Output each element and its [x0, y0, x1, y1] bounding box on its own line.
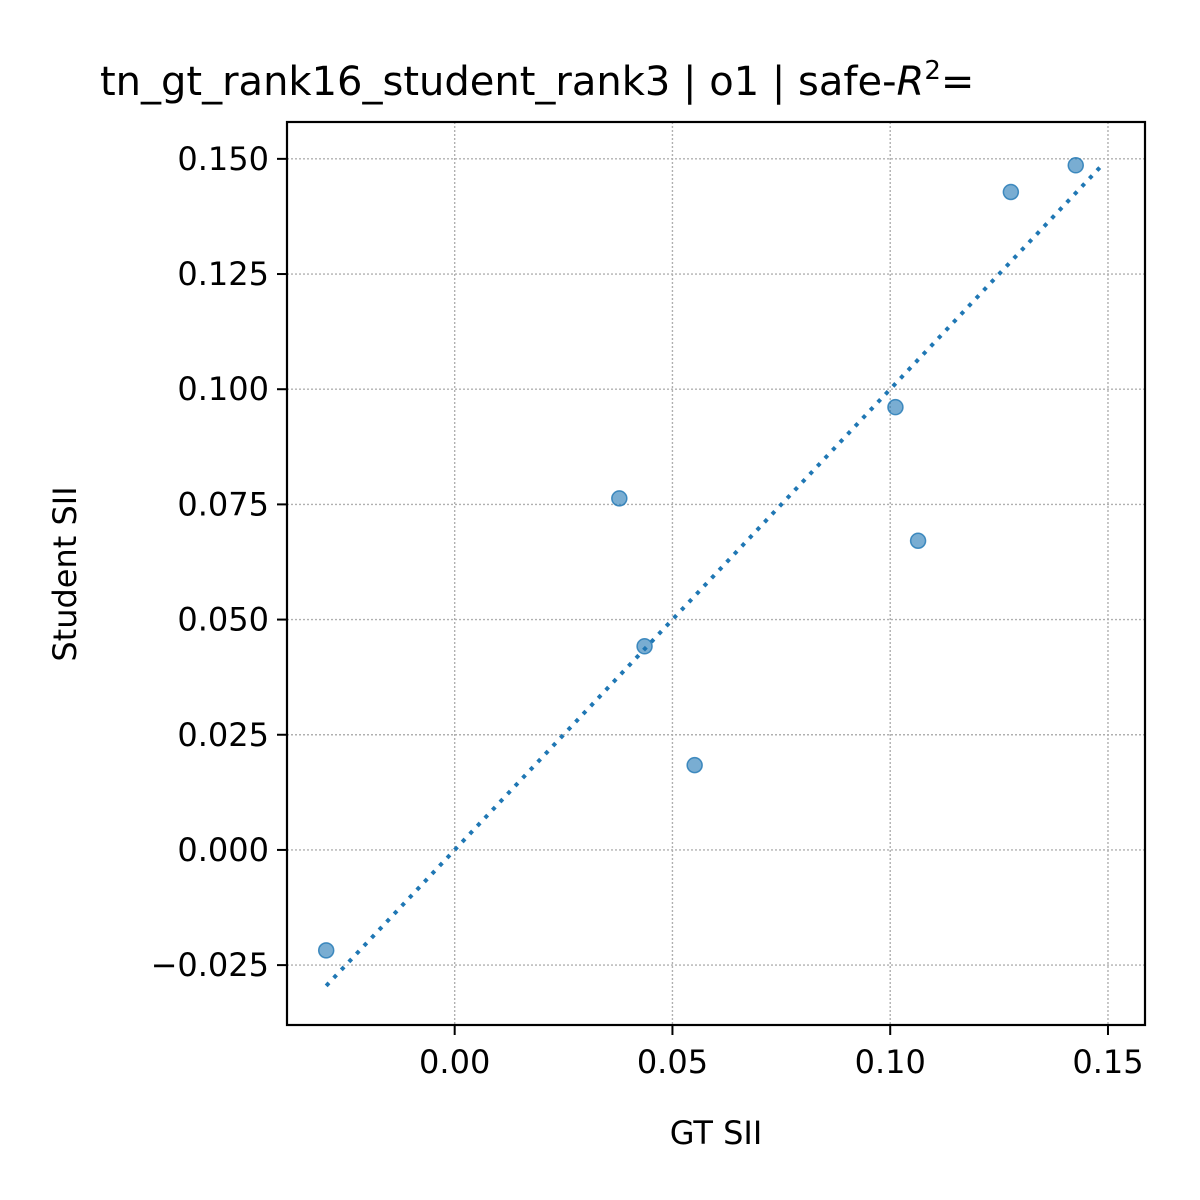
y-tick-label: 0.075	[177, 485, 269, 523]
data-point	[1002, 183, 1020, 201]
data-point	[909, 532, 927, 550]
y-tick-label: 0.025	[177, 716, 269, 754]
x-tick-label: 0.10	[855, 1043, 926, 1081]
reference-line-layer	[324, 163, 1104, 988]
reference-line	[324, 163, 1104, 988]
y-tick-label: 0.050	[177, 601, 269, 639]
data-point	[1067, 157, 1085, 174]
x-axis-label: GT SII	[670, 1114, 763, 1152]
plot-frame	[285, 120, 1147, 1027]
data-point	[887, 398, 904, 416]
points-layer	[317, 157, 1085, 959]
data-point	[686, 756, 703, 774]
y-tick-label: 0.150	[177, 140, 269, 178]
data-point	[317, 942, 335, 959]
grid	[287, 122, 1145, 1025]
y-tick-label: 0.100	[177, 370, 269, 408]
data-point	[611, 490, 628, 507]
y-tick-label: 0.125	[177, 255, 269, 293]
x-tick-label: 0.15	[1072, 1043, 1143, 1081]
x-tick-label: 0.00	[419, 1043, 490, 1081]
chart-title: tn_gt_rank16_student_rank3 | o1 | safe-R…	[100, 56, 974, 105]
x-tick-label: 0.05	[637, 1043, 708, 1081]
y-axis-label: Student SII	[46, 486, 84, 661]
ticks: 0.00 0.05 0.10 0.15 −0.025 0.000 0.025 0.050 0.0…	[151, 140, 1144, 1081]
y-tick-label: 0.000	[177, 831, 269, 869]
y-tick-label: −0.025	[151, 946, 269, 984]
data-point	[636, 638, 653, 655]
